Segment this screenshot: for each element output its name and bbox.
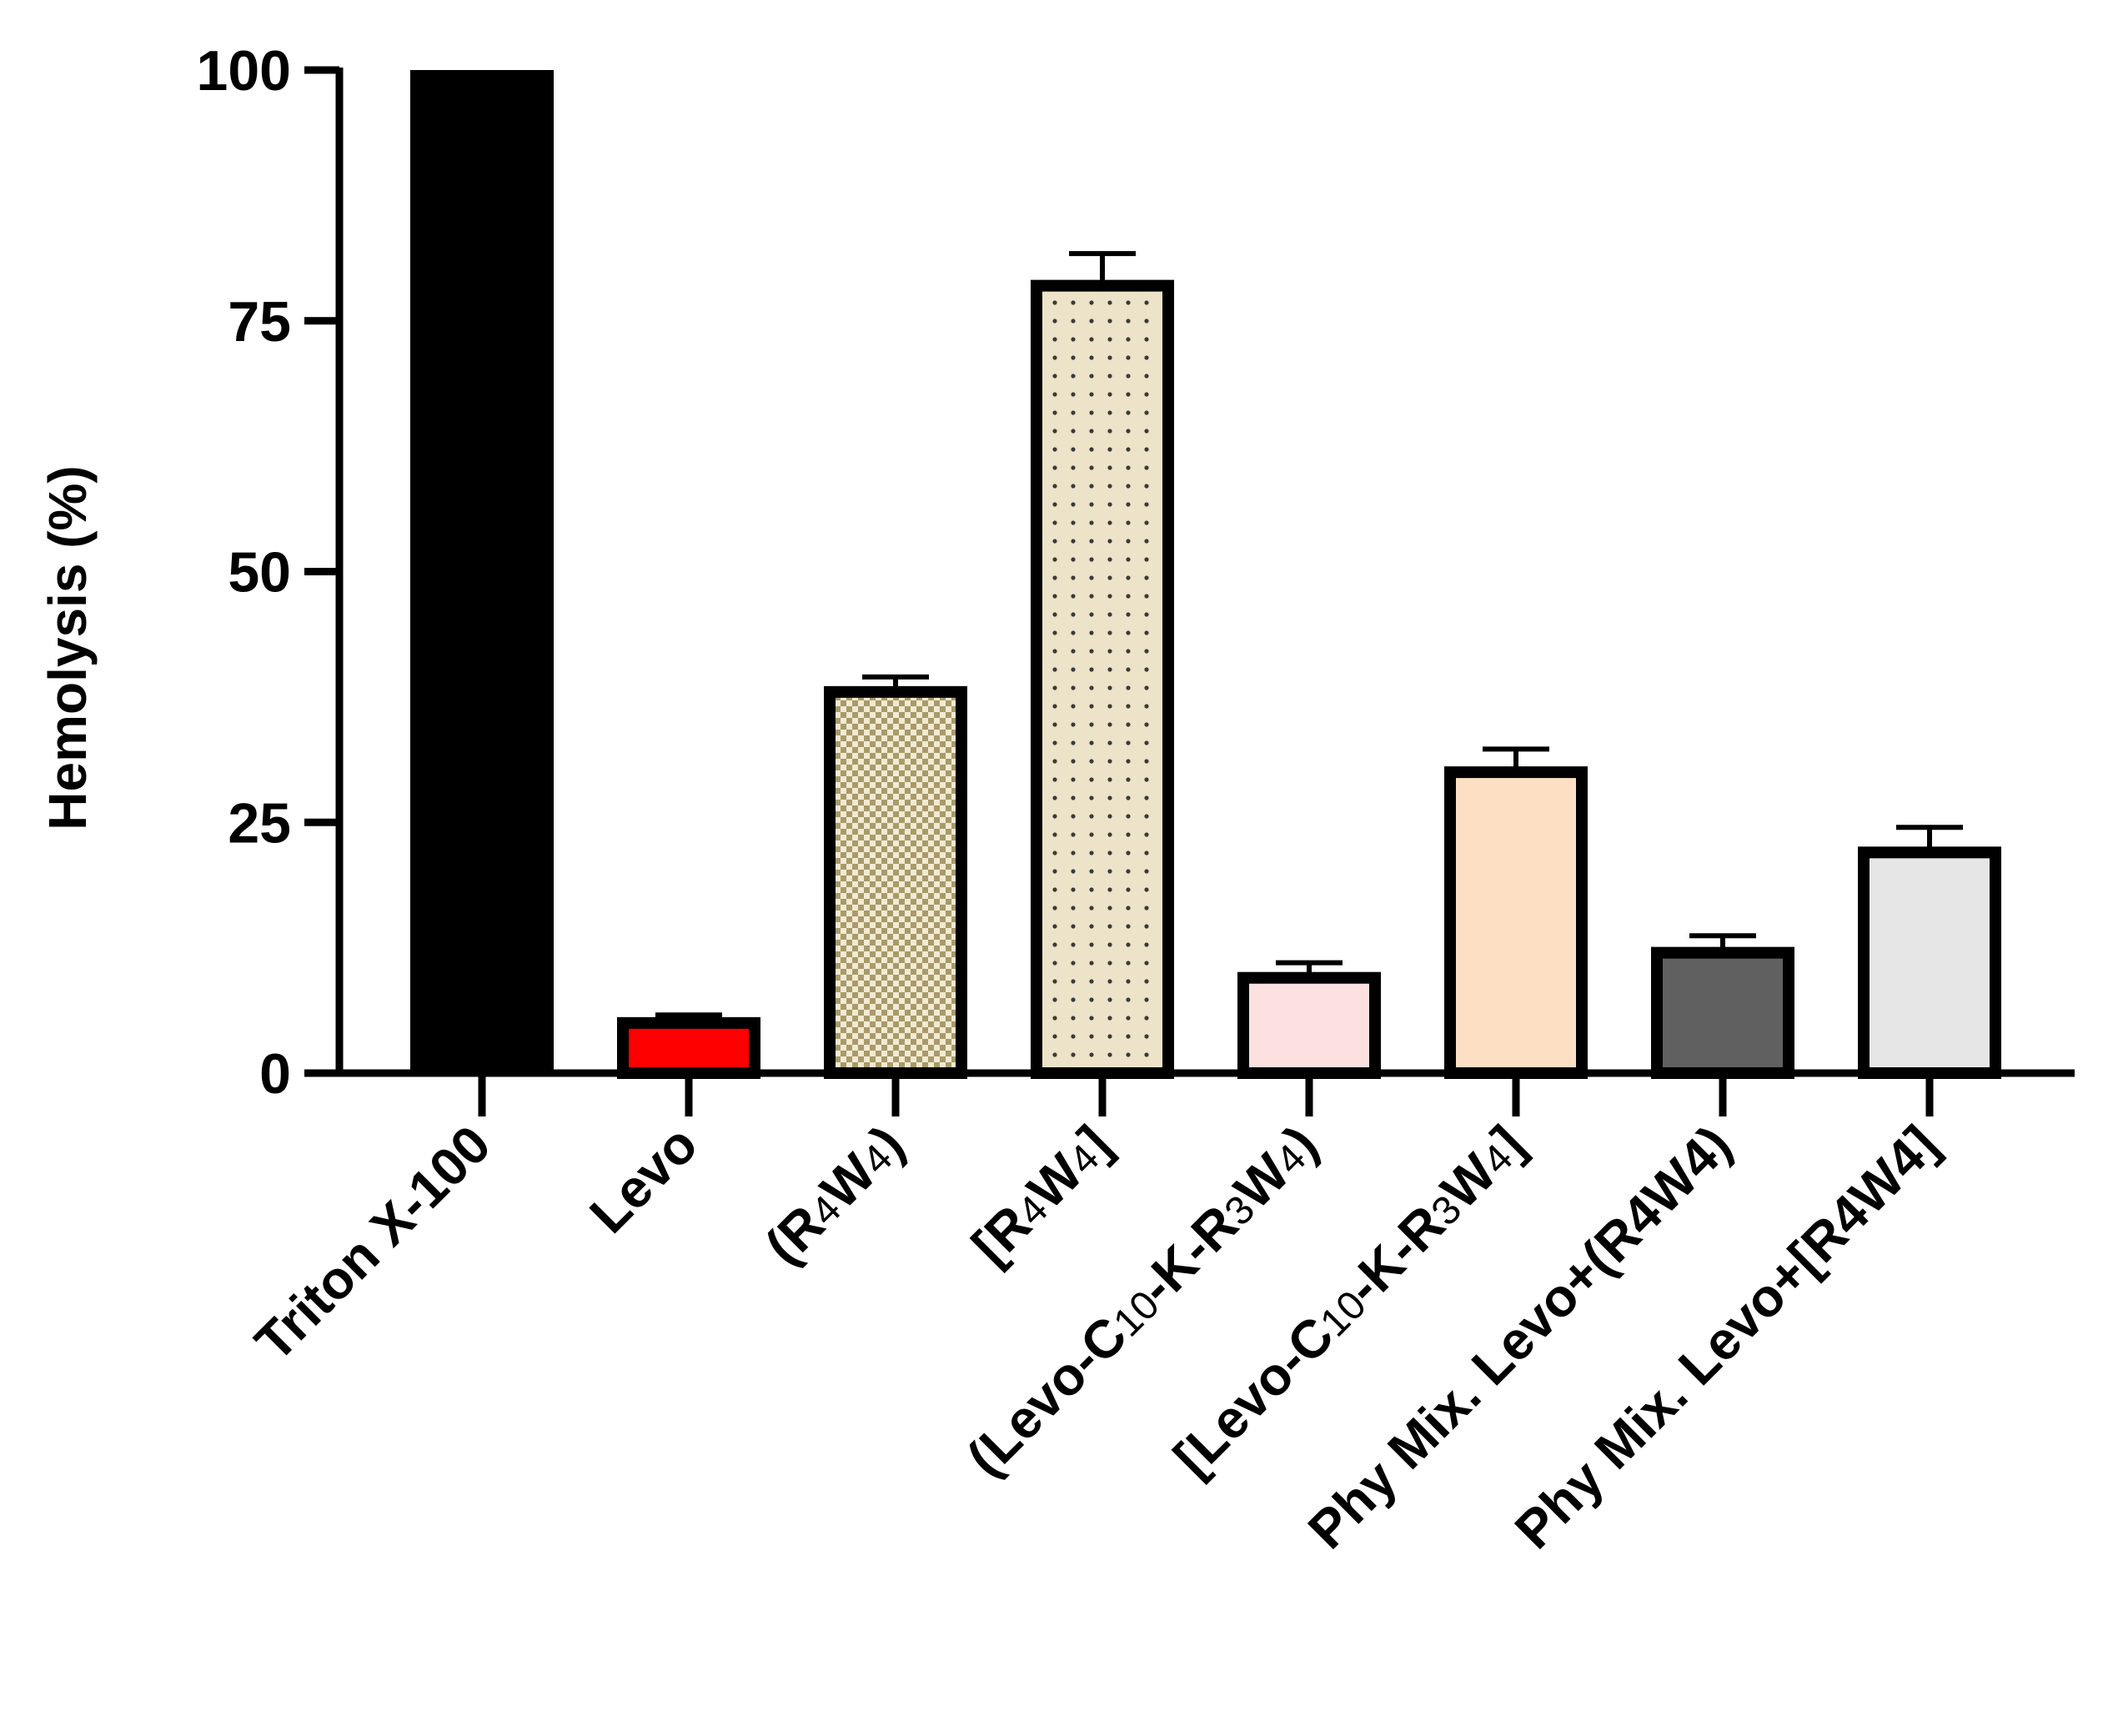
- bar-levo-c10-linear: [1237, 971, 1381, 1079]
- bar-r4w4-cyclic: [1031, 279, 1174, 1079]
- axes-layer: [304, 66, 2075, 1116]
- y-tick-label-100: 100: [197, 39, 291, 103]
- bar-phy-mix-linear: [1651, 946, 1794, 1080]
- y-tick-label-75: 75: [228, 290, 291, 354]
- x-tick-label-levo-c10-linear: (Levo-C10-K-R3W4): [956, 1114, 1329, 1488]
- x-tick-label-phy-mix-linear: Phy Mix. Levo+(R4W4): [1297, 1114, 1743, 1560]
- x-tick-label-levo: Levo: [578, 1114, 709, 1245]
- x-tick-label-phy-mix-cyclic: Phy Mix. Levo+[R4W4]: [1503, 1114, 1950, 1560]
- bar-levo: [617, 1016, 760, 1079]
- bars-layer: [410, 70, 2001, 1080]
- x-tick-label-levo-c10-cyclic: [Levo-C10-K-R3W4]: [1162, 1114, 1536, 1488]
- bar-phy-mix-cyclic: [1858, 846, 2001, 1080]
- y-tick-label-25: 25: [228, 791, 291, 855]
- x-tick-label-r4w4-cyclic: [R4W4]: [961, 1114, 1122, 1276]
- y-tick-label-50: 50: [228, 541, 291, 605]
- bar-r4w4-linear: [824, 685, 967, 1079]
- bar-triton: [410, 70, 554, 1073]
- y-tick-label-0: 0: [259, 1042, 291, 1106]
- x-tick-label-r4w4-linear: (R4W4): [754, 1114, 916, 1276]
- bar-levo-c10-cyclic: [1444, 766, 1588, 1079]
- y-axis-title: Hemolysis (%): [38, 465, 98, 830]
- labels-layer: Hemolysis (%) 0 25 50 75 100 Triton X-100 Levo…: [38, 39, 1950, 1560]
- x-tick-label-triton: Triton X-100: [243, 1114, 502, 1372]
